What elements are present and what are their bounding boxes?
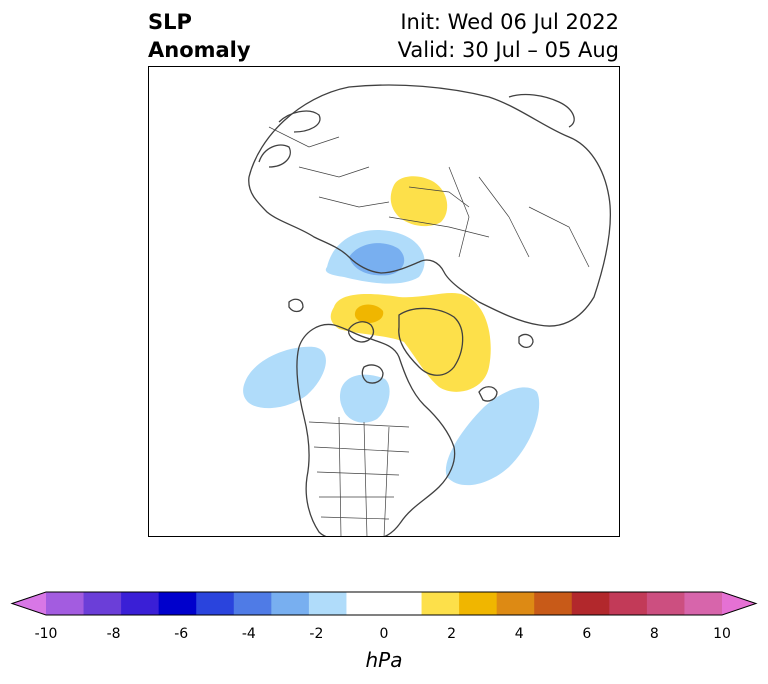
colorbar-cell — [121, 592, 160, 615]
colorbar-outline — [10, 591, 758, 616]
colorbar-right-arrow — [722, 592, 756, 615]
colorbar-cell — [384, 592, 423, 615]
colorbar-cell — [571, 592, 610, 615]
colorbar-tick-label: -10 — [34, 626, 58, 642]
anomaly-hudson-low — [339, 374, 390, 423]
colorbar-tick-label: 10 — [713, 626, 731, 642]
anomaly-ne-pacific-low — [243, 346, 326, 409]
colorbar-cell — [83, 592, 122, 615]
colorbar-tick-label: -2 — [309, 626, 324, 642]
colorbar-cell — [308, 592, 347, 615]
map-canvas — [243, 84, 611, 536]
valid-range: Valid: 30 Jul – 05 Aug — [397, 38, 619, 62]
colorbar-unit-label: hPa — [365, 648, 403, 672]
colorbar-left-arrow — [12, 592, 46, 615]
colorbar-cell — [684, 592, 723, 615]
colorbar-cell — [646, 592, 685, 615]
anomaly-central-asia-high — [390, 176, 448, 227]
colorbar-cell — [158, 592, 197, 615]
colorbar-cell — [459, 592, 498, 615]
colorbar-tick-label: 2 — [447, 626, 457, 642]
colorbar-cell — [46, 592, 85, 615]
colorbar-tick-label: -8 — [106, 626, 121, 642]
anomaly-n-atlantic-low — [445, 387, 540, 486]
title-slp: SLP — [148, 10, 192, 34]
colorbar — [10, 591, 758, 616]
colorbar-tick-label: 0 — [379, 626, 389, 642]
anomaly-arctic-high-core — [354, 304, 384, 324]
colorbar-cell — [271, 592, 310, 615]
colorbar-tick-label: -4 — [241, 626, 256, 642]
colorbar-cell — [496, 592, 535, 615]
init-date: Init: Wed 06 Jul 2022 — [400, 10, 619, 34]
colorbar-cell — [421, 592, 460, 615]
colorbar-cell — [233, 592, 272, 615]
colorbar-tick-label: -6 — [174, 626, 189, 642]
colorbar-cell — [196, 592, 235, 615]
title-anomaly: Anomaly — [148, 38, 251, 62]
colorbar-cell — [609, 592, 648, 615]
colorbar-cells — [46, 592, 723, 615]
colorbar-tick-label: 4 — [514, 626, 524, 642]
colorbar-cell — [346, 592, 385, 615]
coastlines — [248, 84, 611, 536]
colorbar-cell — [534, 592, 573, 615]
map-title-right: Init: Wed 06 Jul 2022 Valid: 30 Jul – 05… — [398, 8, 619, 64]
map-title-left: SLP Anomaly — [148, 8, 251, 64]
colorbar-tick-label: 8 — [649, 626, 659, 642]
anomaly-shading — [243, 176, 540, 486]
colorbar-tick-label: 6 — [582, 626, 592, 642]
map-panel — [148, 66, 620, 537]
